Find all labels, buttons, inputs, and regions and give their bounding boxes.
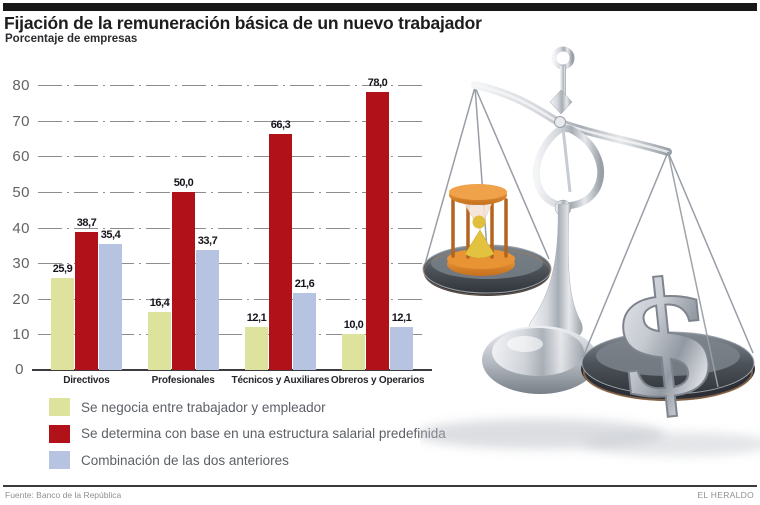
gridline: 10: [12, 326, 426, 343]
bar: 16,4: [148, 297, 171, 370]
legend-swatch: [49, 424, 70, 443]
right-pan-strings: [582, 151, 754, 358]
bar: 78,0: [366, 77, 389, 370]
bar-value-label: 25,9: [52, 262, 73, 275]
legend-swatch: [49, 398, 70, 416]
scale-beam: [471, 46, 672, 210]
bar-value-label: 78,0: [367, 77, 388, 90]
bar-value-label: 38,7: [76, 217, 97, 230]
y-axis-tick-label: 0: [15, 361, 24, 378]
y-axis-tick-label: 70: [12, 112, 30, 130]
bar-value-label: 12,1: [246, 311, 267, 324]
y-axis-tick-label: 30: [12, 255, 30, 273]
bar-groups: 25,9 38,7 35,4 16,4 50,0 33,7 12,1 66,3 21,6 10,0…: [38, 77, 426, 370]
category-label: Obreros y Operarios: [330, 375, 425, 386]
top-accent-bar: [3, 3, 757, 11]
source-credit: Fuente: Banco de la República: [5, 490, 122, 500]
gridline: 70: [12, 113, 426, 130]
bar-value-label: 35,4: [100, 228, 121, 241]
pan-shadow: [583, 432, 760, 456]
right-pan-front-string: [667, 151, 719, 388]
y-axis-tick-label: 20: [12, 290, 30, 308]
legend-item: Combinación de las dos anteriores: [49, 451, 446, 469]
scale-pillar: [482, 199, 598, 394]
legend-label: Se negocia entre trabajador y empleador: [81, 399, 326, 415]
x-axis-category-labels: Directivos Profesionales Técnicos y Auxili…: [38, 375, 426, 386]
scale-pointer-loop: [532, 124, 605, 210]
y-axis-tick-label: 80: [12, 77, 30, 94]
bar: 38,7: [75, 217, 98, 370]
bar-value-label: 33,7: [197, 234, 218, 247]
legend: Se negocia entre trabajador y empleador S…: [49, 398, 446, 478]
bar-chart: 0 10 20 30 40 50 60 70 80 25,9 38,7 35,4 16,4 50,0 33,…: [0, 0, 440, 400]
legend-label: Combinación de las dos anteriores: [81, 452, 289, 468]
y-axis-tick-label: 60: [12, 148, 30, 166]
gridline: 30: [12, 255, 426, 272]
scale-pivot-bolt: [554, 116, 566, 128]
bar-value-label: 66,3: [270, 118, 291, 131]
bar: 10,0: [342, 319, 365, 370]
page-subtitle: Porcentaje de empresas: [5, 33, 138, 45]
bar-value-label: 12,1: [391, 311, 412, 324]
balance-scale-illustration: $: [420, 46, 760, 456]
gridline: 50: [12, 184, 426, 201]
legend-label: Se determina con base en una estructura …: [81, 426, 446, 441]
bar: 12,1: [390, 312, 413, 370]
y-axis-tick-label: 10: [12, 326, 30, 344]
publisher-credit: EL HERALDO: [697, 490, 754, 500]
legend-item: Se determina con base en una estructura …: [49, 424, 446, 443]
plot-area: 0 10 20 30 40 50 60 70 80 25,9 38,7 35,4 16,4 50,0 33,…: [12, 77, 432, 378]
legend-item: Se negocia entre trabajador y empleador: [49, 398, 446, 416]
bar-value-label: 10,0: [343, 319, 364, 332]
bar-value-label: 16,4: [149, 296, 170, 309]
y-axis-tick-label: 50: [12, 183, 30, 201]
dollar-sign-icon: $: [602, 243, 728, 436]
bar: 25,9: [51, 263, 74, 370]
gridline: 80: [12, 77, 426, 94]
scale-ring: [551, 46, 575, 70]
page-title: Fijación de la remuneración básica de un…: [4, 13, 482, 33]
bar: 50,0: [172, 177, 195, 370]
bar-value-label: 50,0: [173, 176, 194, 189]
bar: 12,1: [245, 312, 268, 370]
bar-group: 16,4 50,0 33,7: [135, 85, 232, 370]
bar-group: 10,0 78,0 12,1: [329, 77, 426, 370]
category-label: Profesionales: [151, 375, 215, 386]
x-axis-baseline: 0: [15, 361, 432, 378]
bar-group: 12,1 66,3 21,6: [232, 85, 329, 370]
footer-divider: [3, 485, 757, 487]
y-axis-tick-label: 40: [12, 219, 30, 237]
bar: 21,6: [293, 278, 316, 370]
gridline: 40: [12, 220, 426, 237]
legend-swatch: [49, 451, 70, 469]
gridline: 60: [12, 148, 426, 165]
bar: 33,7: [196, 235, 219, 370]
bar: 66,3: [269, 119, 292, 370]
hourglass-icon: [447, 184, 515, 276]
right-scale-pan: [581, 331, 755, 401]
gridline: 20: [12, 291, 426, 308]
bar-group: 25,9 38,7 35,4: [38, 85, 135, 370]
bar-value-label: 21,6: [294, 278, 315, 291]
category-label: Técnicos y Auxiliares: [231, 375, 330, 386]
category-label: Directivos: [63, 375, 110, 386]
bar: 35,4: [99, 229, 122, 370]
